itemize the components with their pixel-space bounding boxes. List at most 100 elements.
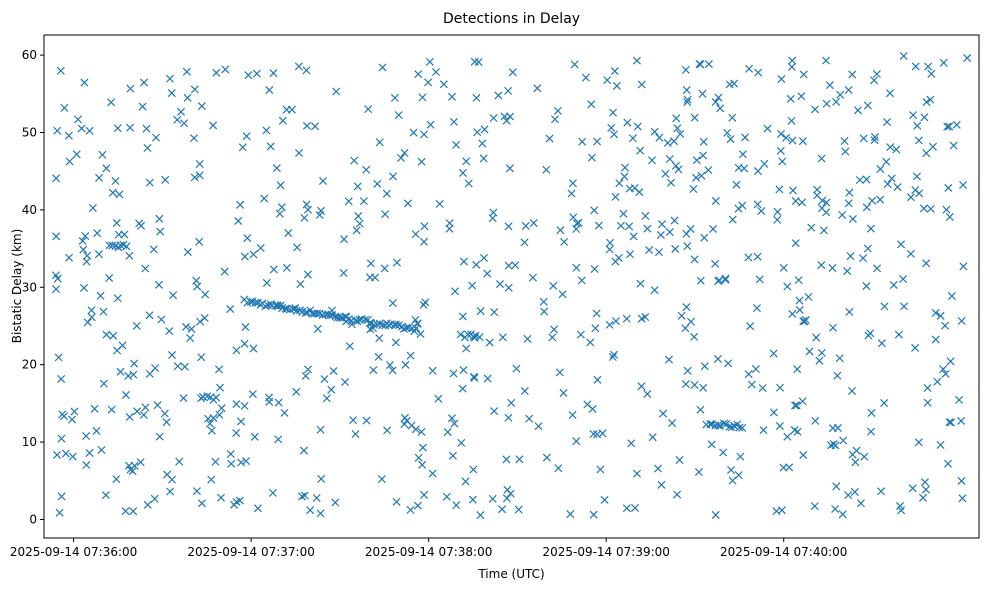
data-point-marker xyxy=(60,103,69,112)
data-point-marker xyxy=(490,407,499,416)
data-point-marker xyxy=(641,211,650,220)
data-point-marker xyxy=(590,206,599,215)
data-point-marker xyxy=(558,290,567,299)
data-point-marker xyxy=(504,222,513,231)
data-point-marker xyxy=(365,273,375,282)
data-point-marker xyxy=(681,380,690,389)
data-point-marker xyxy=(566,510,575,519)
data-point-marker xyxy=(694,468,703,477)
data-point-marker xyxy=(863,101,872,110)
data-point-marker xyxy=(747,380,756,389)
data-point-marker xyxy=(630,503,640,512)
data-point-marker xyxy=(723,128,732,137)
data-point-marker xyxy=(180,119,189,128)
data-point-marker xyxy=(851,458,860,467)
data-point-marker xyxy=(265,397,274,406)
data-point-marker xyxy=(810,502,819,511)
data-point-marker xyxy=(216,493,226,502)
data-point-marker xyxy=(400,148,409,157)
data-point-marker xyxy=(378,63,387,72)
data-point-marker xyxy=(676,129,685,138)
data-point-marker xyxy=(149,245,158,254)
data-point-marker xyxy=(474,58,483,67)
data-point-marker xyxy=(880,399,889,408)
data-point-marker xyxy=(299,446,308,455)
data-point-marker xyxy=(665,228,674,237)
data-point-marker xyxy=(848,214,857,224)
data-point-marker xyxy=(923,398,932,407)
data-point-marker xyxy=(344,197,353,206)
data-point-marker xyxy=(413,501,422,510)
data-point-marker xyxy=(122,242,131,251)
data-point-marker xyxy=(681,324,690,333)
data-point-marker xyxy=(643,389,652,399)
data-point-marker xyxy=(704,60,713,69)
data-point-marker xyxy=(504,86,513,95)
data-point-marker xyxy=(403,199,412,208)
data-point-marker xyxy=(838,510,847,519)
data-point-marker xyxy=(899,302,909,311)
data-point-marker xyxy=(744,253,753,262)
data-point-marker xyxy=(504,413,513,422)
data-point-marker xyxy=(229,500,239,509)
data-point-marker xyxy=(769,349,778,358)
data-point-marker xyxy=(141,264,150,273)
data-point-marker xyxy=(713,354,722,363)
data-point-marker xyxy=(381,210,390,219)
data-point-marker xyxy=(569,213,578,222)
data-point-marker xyxy=(180,362,189,371)
data-point-marker xyxy=(435,199,444,208)
data-point-marker xyxy=(963,54,972,63)
data-point-marker xyxy=(190,85,199,94)
data-point-marker xyxy=(666,178,676,187)
data-point-marker xyxy=(414,453,423,462)
data-point-marker xyxy=(882,157,891,166)
data-point-marker xyxy=(894,330,903,339)
data-point-marker xyxy=(312,493,321,503)
data-point-marker xyxy=(476,511,485,520)
data-point-marker xyxy=(126,123,135,132)
data-point-marker xyxy=(502,116,511,125)
data-point-marker xyxy=(721,274,730,283)
data-point-marker xyxy=(189,134,199,143)
data-point-marker xyxy=(280,408,289,417)
data-point-marker xyxy=(68,452,77,461)
data-point-marker xyxy=(876,165,885,174)
data-point-marker xyxy=(556,226,565,235)
data-point-marker xyxy=(302,121,311,130)
data-point-marker xyxy=(243,234,252,243)
data-point-marker xyxy=(87,313,96,322)
data-point-marker xyxy=(97,445,106,455)
data-point-marker xyxy=(139,410,148,419)
data-point-marker xyxy=(350,156,359,165)
data-point-marker xyxy=(637,314,646,323)
data-point-marker xyxy=(212,393,221,402)
data-point-marker xyxy=(855,175,864,185)
data-point-marker xyxy=(121,507,130,516)
data-point-marker xyxy=(450,419,459,428)
data-point-marker xyxy=(775,422,784,431)
data-point-marker xyxy=(735,423,744,432)
data-point-marker xyxy=(132,321,141,330)
data-point-marker xyxy=(787,62,796,71)
data-point-marker xyxy=(392,320,401,329)
data-point-marker xyxy=(485,338,494,347)
data-point-marker xyxy=(549,281,558,290)
data-point-marker xyxy=(778,157,787,166)
data-point-marker xyxy=(581,73,590,82)
data-point-marker xyxy=(776,383,785,392)
data-point-marker xyxy=(512,364,521,373)
data-point-marker xyxy=(116,367,125,376)
data-point-marker xyxy=(928,142,937,151)
data-point-marker xyxy=(418,460,427,469)
data-point-marker xyxy=(420,490,429,499)
data-point-marker xyxy=(472,93,481,102)
data-point-marker xyxy=(845,188,854,197)
data-point-marker xyxy=(862,175,871,184)
data-point-marker xyxy=(402,416,411,425)
data-point-marker xyxy=(798,198,807,207)
data-point-marker xyxy=(52,285,61,294)
data-point-marker xyxy=(846,252,855,261)
data-point-marker xyxy=(250,432,259,441)
data-point-marker xyxy=(677,311,686,320)
